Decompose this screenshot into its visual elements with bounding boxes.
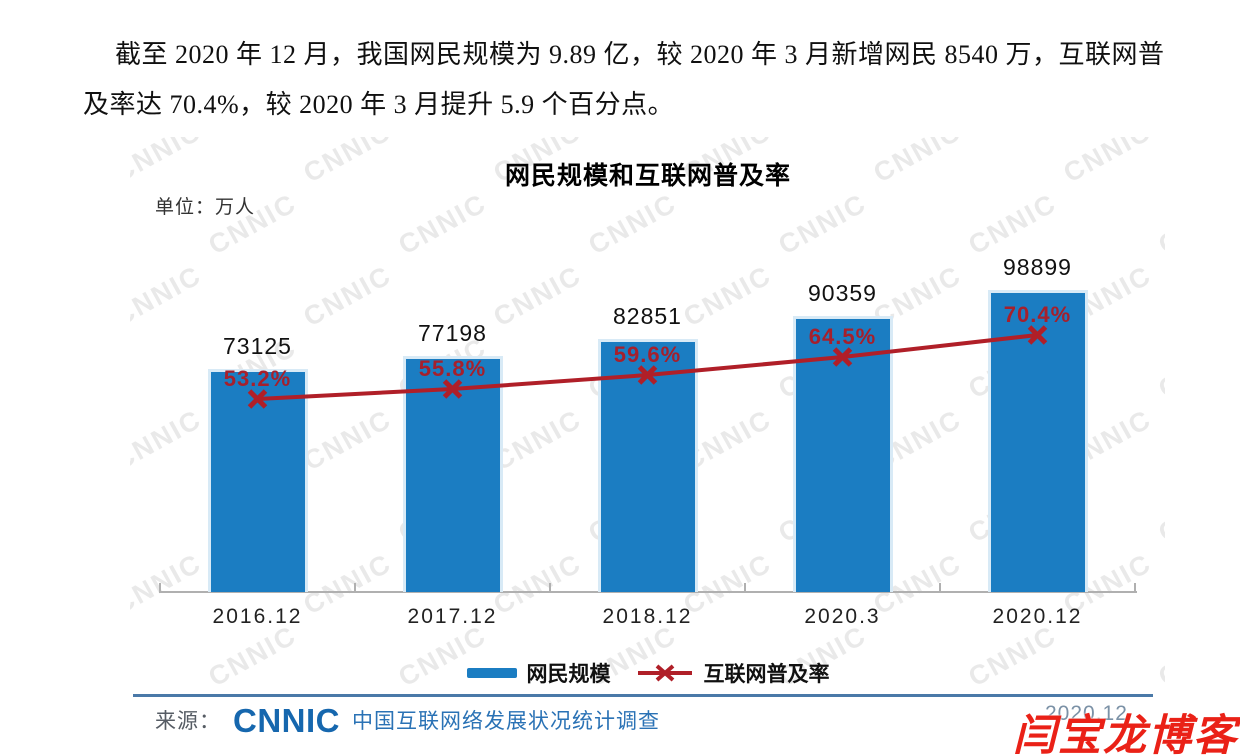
- bar-value-label: 90359: [808, 280, 877, 306]
- legend-item-bar: 网民规模: [466, 658, 611, 688]
- bar-value-label: 77198: [418, 320, 487, 346]
- line-legend-swatch: [637, 664, 692, 682]
- intro-line-2: 及率达 70.4%，较 2020 年 3 月提升 5.9 个百分点。: [83, 90, 675, 119]
- bar-value-label: 82851: [613, 303, 682, 329]
- legend-item-line: 互联网普及率: [636, 658, 830, 688]
- x-axis: [159, 591, 1137, 593]
- bar-2016-12: [207, 369, 308, 592]
- penetration-label: 55.8%: [418, 356, 487, 381]
- source-text: 中国互联网络发展状况统计调查: [352, 710, 660, 733]
- legend-line-label: 互联网普及率: [703, 663, 830, 686]
- bar-2020-3: [792, 316, 893, 592]
- penetration-label: 70.4%: [1003, 302, 1072, 327]
- axis-tick: [939, 583, 941, 593]
- x-axis-label: 2017.12: [407, 605, 498, 628]
- intro-line-1: 截至 2020 年 12 月，我国网民规模为 9.89 亿，较 2020 年 3…: [115, 40, 1165, 69]
- unit-label: 单位：万人: [155, 197, 256, 218]
- axis-tick: [354, 583, 356, 593]
- source-prefix: 来源：: [155, 710, 221, 733]
- bar-2018-12: [597, 339, 698, 592]
- red-watermark: 闫宝龙博客: [1013, 712, 1238, 756]
- bar-value-label: 73125: [223, 333, 292, 359]
- legend-bar-label: 网民规模: [526, 663, 611, 686]
- x-axis-label: 2018.12: [602, 605, 693, 628]
- axis-tick: [1134, 583, 1136, 593]
- bar-2020-12: [987, 290, 1088, 592]
- footer-date: 2020.12: [1045, 702, 1128, 725]
- x-axis-label: 2020.3: [804, 605, 881, 628]
- chart-title: 网民规模和互联网普及率: [504, 162, 791, 190]
- source: 来源： CNNIC 中国互联网络发展状况统计调查: [155, 699, 660, 741]
- cnnic-logo: CNNIC: [233, 701, 340, 739]
- axis-tick: [159, 583, 161, 593]
- chart-area: CNNIC CNNIC CNNIC CNNIC CNNIC CNNIC CNNIC CNNIC…: [0, 135, 1240, 695]
- intro-paragraph: 截至 2020 年 12 月，我国网民规模为 9.89 亿，较 2020 年 3…: [83, 30, 1168, 130]
- axis-tick: [744, 583, 746, 593]
- x-axis-label: 2020.12: [992, 605, 1083, 628]
- bar-legend-swatch: [466, 668, 517, 678]
- axis-tick: [549, 583, 551, 593]
- footer-rule: [133, 694, 1153, 697]
- penetration-label: 59.6%: [613, 342, 682, 367]
- x-axis-label: 2016.12: [212, 605, 303, 628]
- bar-2017-12: [402, 356, 503, 592]
- legend: 网民规模 互联网普及率: [160, 658, 1136, 688]
- penetration-label: 53.2%: [223, 366, 292, 391]
- penetration-label: 64.5%: [808, 324, 877, 349]
- bar-value-label: 98899: [1003, 254, 1072, 280]
